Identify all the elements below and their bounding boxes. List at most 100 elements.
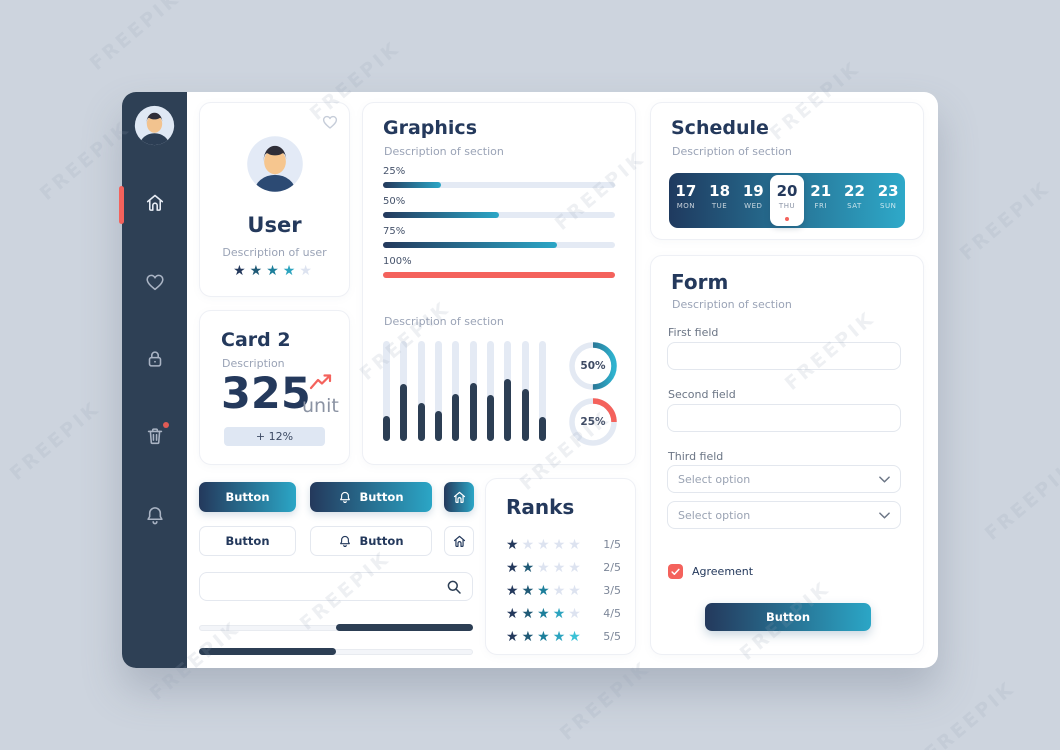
sidebar-user-avatar[interactable] — [134, 105, 175, 146]
primary-icon-button[interactable] — [444, 482, 474, 512]
third-field-select[interactable]: Select option — [667, 465, 901, 493]
star-filled-icon: ★ — [521, 559, 538, 576]
progress-fill — [383, 272, 615, 278]
chart-bar — [417, 341, 425, 441]
sidebar-item-home[interactable] — [144, 192, 166, 214]
rank-row[interactable]: ★ ★ ★ ★ ★ 4/5 — [506, 602, 621, 625]
calendar-day-23[interactable]: 23 SUN — [871, 173, 905, 228]
calendar-day-20[interactable]: 20 THU — [770, 175, 804, 226]
chevron-down-icon — [879, 511, 890, 519]
app-window: User Description of user ★★★★★ Card 2 De… — [119, 92, 938, 668]
day-number: 21 — [810, 182, 832, 200]
calendar-day-19[interactable]: 19 WED — [736, 173, 770, 228]
star-empty-icon: ★ — [568, 559, 584, 576]
progress-track — [383, 212, 615, 218]
chevron-down-icon — [879, 475, 890, 483]
day-number: 17 — [675, 182, 697, 200]
star-filled-icon: ★ — [537, 628, 553, 645]
rank-score: 3/5 — [603, 584, 621, 597]
primary-button-with-bell[interactable]: Button — [310, 482, 432, 512]
chart-bar-fill — [469, 383, 477, 441]
lock-icon — [148, 351, 162, 367]
star-filled-icon: ★ — [537, 582, 553, 599]
chart-bar — [469, 341, 477, 441]
star-filled-icon: ★ — [506, 559, 522, 576]
day-name: FRI — [814, 202, 827, 210]
progress-fill — [383, 242, 557, 248]
calendar-day-17[interactable]: 17 MON — [669, 173, 703, 228]
favorite-button[interactable] — [321, 113, 339, 131]
extra-select[interactable]: Select option — [667, 501, 901, 529]
graphics-card: Graphics Description of section 25% 50% 75… — [362, 102, 636, 465]
star-empty-icon: ★ — [552, 582, 569, 599]
progress-slider[interactable] — [199, 648, 473, 655]
button-label: Button — [359, 534, 404, 548]
day-name: SAT — [847, 202, 862, 210]
form-submit-button[interactable]: Button — [705, 603, 871, 631]
bell-icon — [340, 535, 351, 547]
sidebar-item-favorites[interactable] — [144, 271, 166, 293]
star-filled-icon: ★ — [521, 582, 538, 599]
select-placeholder: Select option — [678, 508, 751, 522]
rank-row[interactable]: ★ ★ ★ ★ ★ 3/5 — [506, 579, 621, 602]
star-empty-icon: ★ — [537, 559, 553, 576]
stat-value: 325 — [221, 369, 311, 419]
chart-bar-fill — [538, 417, 546, 441]
star-filled-icon: ★ — [521, 628, 538, 645]
chart-bar-fill — [521, 389, 529, 441]
progress-label: 75% — [383, 226, 406, 237]
star-filled-icon: ★ — [266, 263, 283, 279]
calendar-day-21[interactable]: 21 FRI — [804, 173, 838, 228]
bar-chart — [383, 341, 546, 441]
secondary-button[interactable]: Button — [199, 526, 296, 556]
rank-row[interactable]: ★ ★ ★ ★ ★ 5/5 — [506, 625, 621, 648]
secondary-button-with-bell[interactable]: Button — [310, 526, 432, 556]
chart-bar — [383, 341, 390, 441]
star-filled-icon: ★ — [282, 263, 300, 279]
search-icon[interactable] — [446, 579, 462, 595]
chart-bar-fill — [417, 403, 425, 441]
agreement-checkbox[interactable] — [668, 564, 683, 579]
second-field-input[interactable] — [667, 404, 901, 432]
check-icon — [671, 568, 680, 575]
progress-track — [383, 242, 615, 248]
rank-rows: ★ ★ ★ ★ ★ 1/5 ★ ★ ★ ★ ★ 2/5 ★ ★ ★ ★ ★ 3/5 ★ ★ ★ ★ ★ 4/5 ★ ★ ★ ★ ★ 5/5 — [506, 533, 621, 648]
home-icon — [146, 194, 164, 211]
search-input[interactable] — [210, 579, 446, 594]
chart-bar — [504, 341, 512, 441]
schedule-card: Schedule Description of section 17 MON 18 T… — [650, 102, 924, 240]
sidebar-item-trash[interactable] — [144, 422, 169, 447]
stat-badge: + 12% — [224, 427, 325, 446]
sidebar-item-notifications[interactable] — [144, 504, 166, 526]
star-empty-icon: ★ — [568, 536, 584, 553]
chart-bar — [521, 341, 529, 441]
calendar-day-18[interactable]: 18 TUE — [703, 173, 737, 228]
user-avatar — [246, 135, 304, 193]
progress-label: 50% — [383, 196, 406, 207]
star-filled-icon: ★ — [249, 263, 267, 279]
rank-score: 5/5 — [603, 630, 621, 643]
star-empty-icon: ★ — [568, 582, 584, 599]
star-filled-icon: ★ — [521, 605, 538, 622]
agreement-label: Agreement — [692, 565, 754, 578]
calendar-day-22[interactable]: 22 SAT — [838, 173, 872, 228]
graphics-title: Graphics — [383, 117, 477, 139]
primary-button[interactable]: Button — [199, 482, 296, 512]
heart-icon — [146, 274, 164, 291]
star-empty-icon: ★ — [552, 536, 569, 553]
progress-slider[interactable] — [199, 624, 473, 631]
chart-bar — [538, 341, 546, 441]
stat-card: Card 2 Description 325 unit + 12% — [199, 310, 350, 465]
rank-row[interactable]: ★ ★ ★ ★ ★ 1/5 — [506, 533, 621, 556]
chart-bar — [400, 341, 408, 441]
day-number: 23 — [877, 182, 899, 200]
sidebar-item-security[interactable] — [144, 348, 166, 370]
user-rating[interactable]: ★★★★★ — [200, 263, 349, 279]
rank-row[interactable]: ★ ★ ★ ★ ★ 2/5 — [506, 556, 621, 579]
rank-score: 2/5 — [603, 561, 621, 574]
user-description: Description of user — [222, 246, 327, 259]
secondary-icon-button[interactable] — [444, 526, 474, 556]
first-field-input[interactable] — [667, 342, 901, 370]
day-name: SUN — [880, 202, 897, 210]
day-number: 20 — [776, 182, 798, 200]
